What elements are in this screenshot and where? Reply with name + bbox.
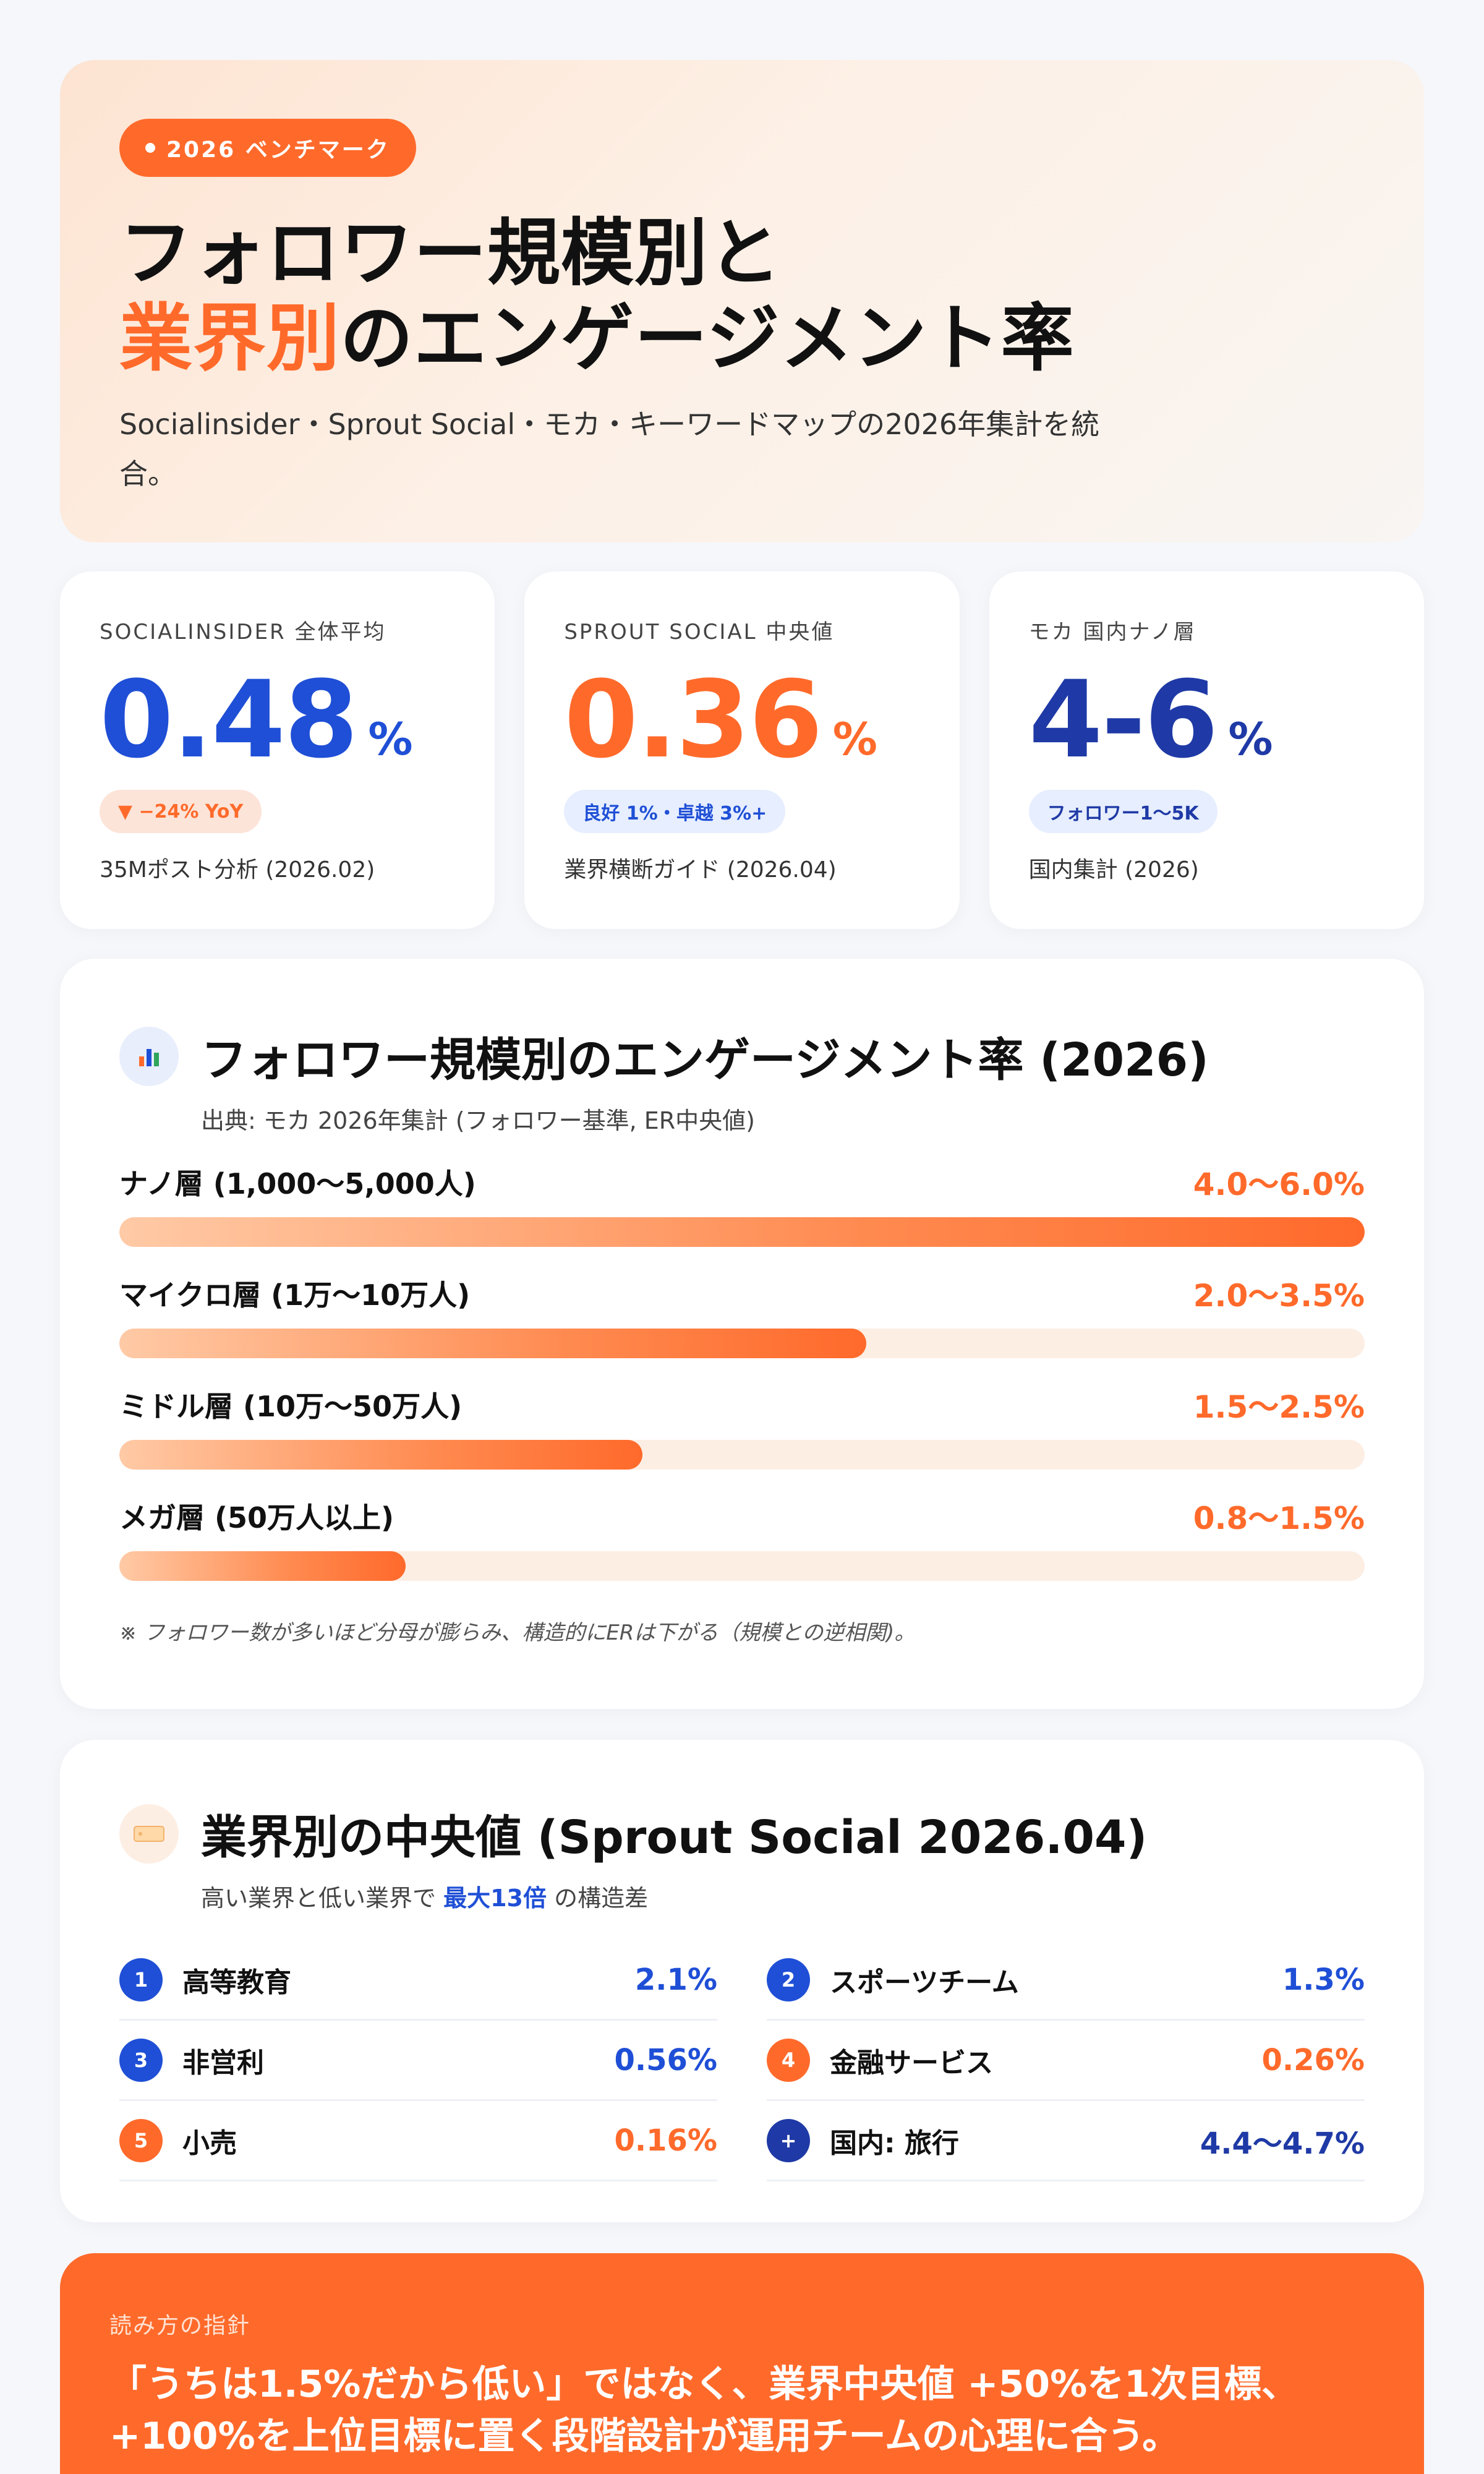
industry-subtitle-post: の構造差 <box>554 1885 649 1912</box>
tier-name: マイクロ層 (1万〜10万人) <box>119 1278 471 1312</box>
industry-item: 2 スポーツチーム 1.3% <box>767 1940 1365 2021</box>
dot-icon <box>145 143 155 153</box>
industry-item: 4 金融サービス 0.26% <box>767 2021 1365 2101</box>
industry-item: 3 非営利 0.56% <box>119 2021 717 2101</box>
rank-badge: + <box>767 2118 810 2162</box>
stat-card-sprout: SPROUT SOCIAL 中央値 0.36 % 良好 1%・卓越 3%+ 業界… <box>524 571 960 929</box>
industry-value: 4.4〜4.7% <box>1200 2126 1365 2161</box>
industry-header: 業界別の中央値 (Sprout Social 2026.04) <box>119 1800 1365 1867</box>
guide-text: 「うちは1.5%だから低い」ではなく、業界中央値 +50%を1次目標、+100%… <box>109 2363 1298 2458</box>
industry-name: 小売 <box>182 2127 237 2159</box>
industry-title: 業界別の中央値 (Sprout Social 2026.04) <box>201 1811 1148 1864</box>
tier-bar-track <box>119 1217 1365 1247</box>
stat-value: 0.48 % <box>100 661 455 773</box>
stat-source: 35Mポスト分析 (2026.02) <box>100 857 375 883</box>
industry-name: 金融サービス <box>830 2047 993 2079</box>
tier-bar-fill <box>119 1217 1365 1247</box>
tier-row: メガ層 (50万人以上) 0.8〜1.5% <box>119 1494 1365 1581</box>
rank-badge: 1 <box>119 1958 163 2001</box>
stat-unit: % <box>1228 713 1273 765</box>
pill-label: 2026 ベンチマーク <box>166 137 390 163</box>
industry-subtitle-strong: 最大13倍 <box>443 1885 547 1912</box>
guide-label: 読み方の指針 <box>109 2313 251 2339</box>
tier-row: ナノ層 (1,000〜5,000人) 4.0〜6.0% <box>119 1160 1365 1247</box>
stat-badge-followers: フォロワー1〜5K <box>1028 790 1217 833</box>
stat-badge-tiers: 良好 1%・卓越 3%+ <box>564 790 786 833</box>
bar-chart-icon <box>119 1026 179 1086</box>
industry-subtitle: 高い業界と低い業界で 最大13倍 の構造差 <box>201 1879 1365 1913</box>
tier-value: 0.8〜1.5% <box>1193 1500 1365 1536</box>
title-rest: のエンゲージメント率 <box>340 296 1075 381</box>
rank-badge: 3 <box>119 2038 163 2082</box>
tier-name: ナノ層 (1,000〜5,000人) <box>119 1167 476 1201</box>
rank-badge: 4 <box>767 2038 810 2082</box>
tier-name: メガ層 (50万人以上) <box>119 1501 394 1534</box>
tier-bar-track <box>119 1440 1365 1470</box>
tier-list: ナノ層 (1,000〜5,000人) 4.0〜6.0% マイクロ層 (1万〜10万人… <box>119 1160 1365 1581</box>
stat-unit: % <box>832 713 877 765</box>
stat-value: 0.36 % <box>564 661 919 773</box>
tier-row-top: ナノ層 (1,000〜5,000人) 4.0〜6.0% <box>119 1160 1365 1204</box>
tier-value: 4.0〜6.0% <box>1193 1166 1365 1202</box>
stat-card-socialinsider: SOCIALINSIDER 全体平均 0.48 % ▼ −24% YoY 35M… <box>60 571 495 929</box>
tag-icon <box>119 1804 179 1864</box>
tier-subtitle: 出典: モカ 2026年集計 (フォロワー基準, ER中央値) <box>201 1107 755 1134</box>
industry-section: 業界別の中央値 (Sprout Social 2026.04) 高い業界と低い業… <box>60 1740 1424 2222</box>
stat-number: 0.48 <box>100 657 358 782</box>
tier-bar-fill <box>119 1440 642 1470</box>
stat-label: SPROUT SOCIAL 中央値 <box>564 620 835 644</box>
tier-header: フォロワー規模別のエンゲージメント率 (2026) <box>119 1023 1365 1089</box>
tier-row: マイクロ層 (1万〜10万人) 2.0〜3.5% <box>119 1272 1365 1358</box>
tier-value: 2.0〜3.5% <box>1193 1278 1365 1314</box>
tier-bar-track <box>119 1551 1365 1581</box>
rank-badge: 5 <box>119 2118 163 2162</box>
industry-item: 1 高等教育 2.1% <box>119 1940 717 2021</box>
stats-row: SOCIALINSIDER 全体平均 0.48 % ▼ −24% YoY 35M… <box>60 571 1424 929</box>
industry-name: 高等教育 <box>182 1966 291 1998</box>
industry-item: + 国内: 旅行 4.4〜4.7% <box>767 2101 1365 2181</box>
tier-row-top: マイクロ層 (1万〜10万人) 2.0〜3.5% <box>119 1272 1365 1315</box>
title-accent: 業界別 <box>119 296 341 381</box>
tier-section: フォロワー規模別のエンゲージメント率 (2026) 出典: モカ 2026年集計… <box>60 959 1424 1709</box>
stat-label: モカ 国内ナノ層 <box>1028 620 1196 644</box>
guide-section: 読み方の指針 「うちは1.5%だから低い」ではなく、業界中央値 +50%を1次目… <box>60 2253 1424 2474</box>
stat-value: 4-6 % <box>1029 661 1384 773</box>
stat-label: SOCIALINSIDER 全体平均 <box>100 620 386 644</box>
rank-badge: 2 <box>767 1958 810 2001</box>
stat-source: 業界横断ガイド (2026.04) <box>564 857 837 883</box>
hero-section: 2026 ベンチマーク フォロワー規模別と 業界別のエンゲージメント率 Soci… <box>60 60 1424 542</box>
tier-row-top: ミドル層 (10万〜50万人) 1.5〜2.5% <box>119 1383 1365 1426</box>
industry-name: 国内: 旅行 <box>830 2127 959 2159</box>
tier-title: フォロワー規模別のエンゲージメント率 (2026) <box>201 1034 1209 1087</box>
stat-badge-yoy: ▼ −24% YoY <box>100 790 262 833</box>
industry-name: スポーツチーム <box>830 1966 1019 1998</box>
industry-value: 0.26% <box>1261 2042 1365 2078</box>
industry-value: 2.1% <box>634 1962 717 1997</box>
stat-source: 国内集計 (2026) <box>1028 857 1199 883</box>
tier-value: 1.5〜2.5% <box>1193 1389 1365 1425</box>
tier-row: ミドル層 (10万〜50万人) 1.5〜2.5% <box>119 1383 1365 1470</box>
industry-item: 5 小売 0.16% <box>119 2101 717 2181</box>
tier-name: ミドル層 (10万〜50万人) <box>119 1390 463 1423</box>
stat-card-moka: モカ 国内ナノ層 4-6 % フォロワー1〜5K 国内集計 (2026) <box>989 571 1424 929</box>
tier-note: ※ フォロワー数が多いほど分母が膨らみ、構造的にERは下がる（規模との逆相関)。 <box>119 1620 916 1645</box>
benchmark-pill: 2026 ベンチマーク <box>119 119 416 177</box>
hero-description: Socialinsider・Sprout Social・モカ・キーワードマップの… <box>119 408 1100 490</box>
stat-number: 0.36 <box>564 657 822 782</box>
tier-bar-fill <box>119 1551 406 1581</box>
industry-value: 1.3% <box>1282 1962 1365 1997</box>
industry-name: 非営利 <box>182 2047 264 2079</box>
title-line1: フォロワー規模別と <box>119 210 782 296</box>
stat-number: 4-6 <box>1028 657 1219 782</box>
tier-row-top: メガ層 (50万人以上) 0.8〜1.5% <box>119 1494 1365 1538</box>
industry-value: 0.16% <box>614 2123 717 2158</box>
tier-bar-track <box>119 1329 1365 1358</box>
industry-grid: 1 高等教育 2.1% 2 スポーツチーム 1.3% 3 非営利 0.56% 4 金融サービス 0.2… <box>119 1940 1365 2181</box>
industry-value: 0.56% <box>614 2042 717 2078</box>
tier-bar-fill <box>119 1329 867 1358</box>
page-title: フォロワー規模別と 業界別のエンゲージメント率 <box>119 210 1365 381</box>
stat-unit: % <box>368 713 413 765</box>
industry-subtitle-pre: 高い業界と低い業界で <box>201 1885 437 1912</box>
